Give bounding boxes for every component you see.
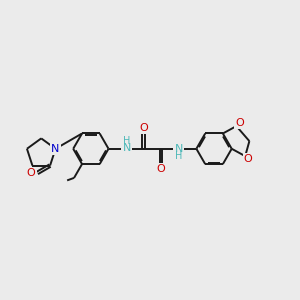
Text: H: H [123,136,130,146]
Text: O: O [244,154,253,164]
Text: N: N [122,143,131,153]
Text: H: H [175,151,182,161]
Text: N: N [175,144,183,154]
Text: O: O [157,164,165,174]
Text: O: O [27,168,36,178]
Text: O: O [235,118,244,128]
Text: N: N [51,144,60,154]
Text: O: O [139,123,148,133]
